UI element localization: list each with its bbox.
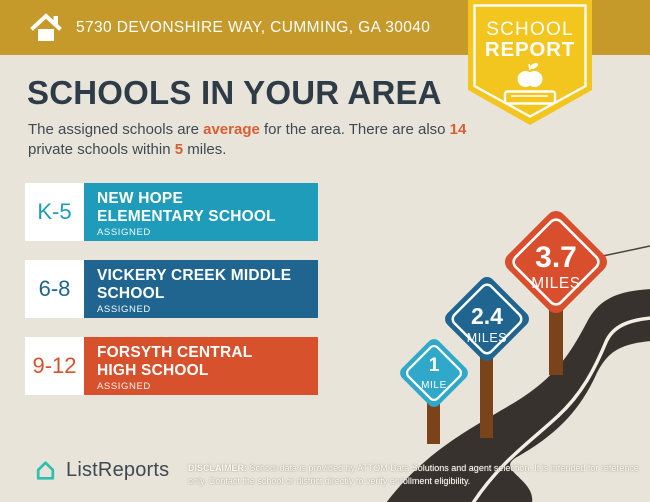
apple-on-book-icon: [503, 63, 557, 105]
listreports-house-icon: [36, 461, 55, 480]
sign-1-border: [405, 344, 463, 402]
page-title: SCHOOLS IN YOUR AREA: [27, 74, 442, 111]
sign-post-3: [549, 305, 563, 375]
sign-2-diamond: [445, 277, 529, 361]
school-name-line: NEW HOPE: [97, 190, 183, 207]
home-icon: [30, 13, 62, 41]
grade-range-badge: 6-8: [25, 260, 84, 318]
school-card-body: FORSYTH CENTRAL HIGH SCHOOL ASSIGNED: [84, 337, 318, 395]
distance-sign-2-4-miles: 2.4 MILES: [445, 277, 529, 361]
school-name: NEW HOPE ELEMENTARY SCHOOL: [97, 190, 318, 225]
disclaimer-label: DISCLAIMER:: [188, 463, 247, 473]
badge-shape: [468, 0, 592, 125]
badge-inner-border: [473, 4, 587, 118]
school-name-line: HIGH SCHOOL: [97, 361, 209, 379]
sign-3-unit: MILES: [531, 275, 581, 292]
sign-1-diamond: [400, 339, 468, 407]
road: [386, 289, 650, 502]
school-report-badge: SCHOOL REPORT: [468, 0, 592, 125]
school-card-elementary: K-5 NEW HOPE ELEMENTARY SCHOOL ASSIGNED: [25, 183, 318, 241]
school-name-line: SCHOOL: [97, 284, 165, 302]
brand-name: ListReports: [66, 459, 170, 481]
sign-2-value: 2.4: [471, 303, 503, 329]
school-name-line: VICKERY CREEK MIDDLE: [97, 267, 292, 284]
grade-range-badge: 9-12: [25, 337, 84, 395]
distance-sign-1-mile: 1 MILE: [400, 339, 468, 407]
assigned-label: ASSIGNED: [97, 227, 151, 238]
sign-1-unit: MILE: [421, 380, 447, 391]
listreports-logo: ListReports: [33, 458, 169, 483]
assigned-label: ASSIGNED: [97, 381, 151, 392]
school-name-line: FORSYTH CENTRAL: [97, 344, 253, 361]
distance-sign-3-7-miles: 3.7 MILES: [504, 210, 608, 314]
subtitle-text-4: miles.: [183, 141, 227, 158]
school-name: FORSYTH CENTRAL HIGH SCHOOL: [97, 344, 318, 379]
school-card-high: 9-12 FORSYTH CENTRAL HIGH SCHOOL ASSIGNED: [25, 337, 318, 395]
subtitle-text-1: The assigned schools are: [28, 121, 204, 138]
road-center-line: [471, 316, 650, 502]
subtitle-text-2: for the area. There are also: [259, 121, 450, 138]
school-name: VICKERY CREEK MIDDLE SCHOOL: [97, 267, 318, 302]
school-name-line: ELEMENTARY SCHOOL: [97, 207, 276, 225]
subtitle-highlight-radius: 5: [174, 141, 184, 158]
sign-2-border: [451, 283, 523, 355]
sign-3-diamond: [504, 210, 608, 314]
badge-line2: REPORT: [485, 38, 575, 61]
subtitle-highlight-average: average: [203, 121, 260, 138]
sign-3-border: [512, 218, 600, 306]
sign-1-value: 1: [429, 355, 440, 376]
school-card-middle: 6-8 VICKERY CREEK MIDDLE SCHOOL ASSIGNED: [25, 260, 318, 318]
sign-3-value: 3.7: [535, 241, 577, 274]
school-card-body: VICKERY CREEK MIDDLE SCHOOL ASSIGNED: [84, 260, 318, 318]
sign-post-2: [480, 352, 493, 438]
sign-post-1: [427, 398, 440, 444]
assigned-label: ASSIGNED: [97, 304, 151, 315]
subtitle: The assigned schools are average for the…: [28, 120, 483, 160]
horizon-line: [597, 245, 650, 258]
school-list: K-5 NEW HOPE ELEMENTARY SCHOOL ASSIGNED 6…: [25, 183, 318, 395]
grade-range-badge: K-5: [25, 183, 84, 241]
school-card-body: NEW HOPE ELEMENTARY SCHOOL ASSIGNED: [84, 183, 318, 241]
disclaimer: DISCLAIMER: School data is provided by A…: [188, 462, 648, 487]
sign-2-unit: MILES: [467, 331, 508, 345]
badge-line1: SCHOOL: [486, 19, 573, 40]
property-address: 5730 DEVONSHIRE WAY, CUMMING, GA 30040: [76, 18, 431, 36]
subtitle-highlight-count: 14: [449, 121, 467, 138]
subtitle-text-3: private schools within: [28, 141, 175, 158]
disclaimer-text: School data is provided by ATTOM Data So…: [188, 463, 639, 486]
